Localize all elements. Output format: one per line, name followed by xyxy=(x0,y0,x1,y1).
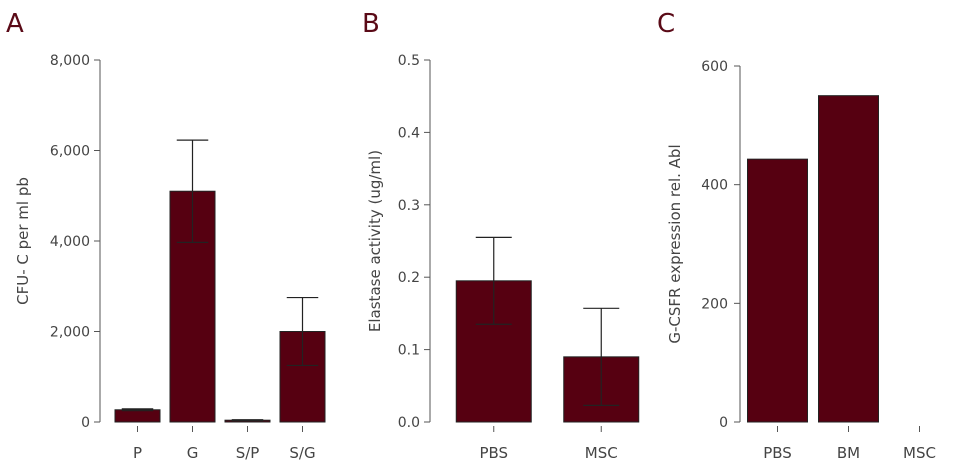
x-category-label: BM xyxy=(837,444,860,462)
y-axis-label: G-CSFR expression rel. Abl xyxy=(666,144,684,343)
panel-a: A 0 2,000 4,000 6,000 8,000 CFU- C per ml pb P G… xyxy=(6,9,326,462)
y-tick-label: 0.2 xyxy=(398,270,420,286)
x-category-label: S/P xyxy=(236,444,260,462)
x-category-label: P xyxy=(133,444,142,462)
y-tick-label: 200 xyxy=(701,296,728,312)
y-tick-label: 8,000 xyxy=(50,53,90,69)
y-axis-label: CFU- C per ml pb xyxy=(14,177,32,305)
bar-p xyxy=(114,409,161,423)
x-category-label: MSC xyxy=(903,444,936,462)
x-category-label: PBS xyxy=(763,444,792,462)
y-tick-label: 2,000 xyxy=(50,325,90,341)
bar-pbs xyxy=(747,158,808,423)
x-category-label: G xyxy=(187,444,199,462)
x-category-label: MSC xyxy=(585,444,618,462)
panel-letter-a: A xyxy=(6,9,24,39)
panel-letter-b: B xyxy=(362,9,380,39)
y-tick-label: 0.4 xyxy=(398,125,420,141)
panel-b: B 0.0 0.1 0.2 0.3 0.4 0.5 Elastase activity (ug… xyxy=(362,9,640,462)
y-tick-label: 6,000 xyxy=(50,144,90,160)
x-category-label: PBS xyxy=(479,444,508,462)
y-axis-label: Elastase activity (ug/ml) xyxy=(366,150,384,332)
y-tick-label: 0 xyxy=(81,415,90,431)
bar-bm xyxy=(818,95,879,423)
y-tick-label: 0.3 xyxy=(398,198,420,214)
y-tick-label: 600 xyxy=(701,59,728,75)
y-tick-label: 0.5 xyxy=(398,53,420,69)
y-tick-label: 0.1 xyxy=(398,343,420,359)
y-tick-label: 400 xyxy=(701,178,728,194)
y-tick-label: 0.0 xyxy=(398,415,420,431)
panel-letter-c: C xyxy=(657,9,675,39)
x-category-label: S/G xyxy=(289,444,315,462)
y-tick-label: 0 xyxy=(719,415,728,431)
panel-c: C 0 200 400 600 G-CSFR expression rel. Abl PBS… xyxy=(657,9,936,462)
y-tick-label: 4,000 xyxy=(50,234,90,250)
